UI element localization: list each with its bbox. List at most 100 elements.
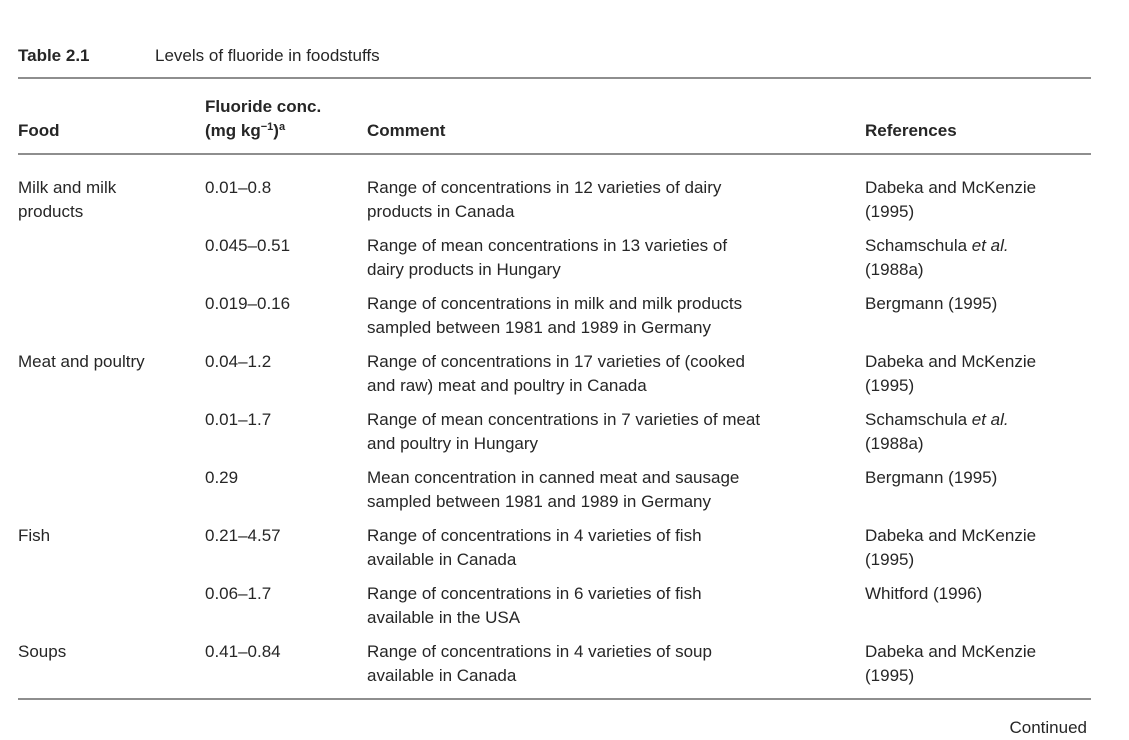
text: 0.29 [205,468,239,487]
text: (1995) [865,376,915,395]
food-cell: Milk and milk products [18,176,205,224]
reference-cell: Schamschula et al. (1988a) [865,234,1091,282]
text: Bergmann (1995) [865,294,998,313]
italic-text: et al. [971,410,1009,429]
table-row: 0.29 Mean concentration in canned meat an… [18,466,1091,514]
text: (1988a) [865,434,924,453]
text: (1995) [865,550,915,569]
text: Range of concentrations in 17 varieties … [367,352,746,371]
table-row: 0.06–1.7 Range of concentrations in 6 var… [18,582,1091,630]
text: 0.019–0.16 [205,294,291,313]
text: available in the USA [367,608,521,627]
header-rule [18,153,1091,155]
column-header-references: References [865,121,957,140]
text: Dabeka and McKenzie [865,526,1037,545]
table-number: Table 2.1 [18,46,90,65]
column-header-concentration: Fluoride conc. (mg kg−1)a [205,95,367,143]
comment-cell: Range of concentrations in 4 varieties o… [367,524,865,572]
comment-cell: Range of concentrations in 4 varieties o… [367,640,865,688]
reference-cell: Dabeka and McKenzie (1995) [865,524,1091,572]
table-row: Meat and poultry 0.04–1.2 Range of concent… [18,350,1091,398]
text: Range of concentrations in 4 varieties o… [367,526,702,545]
reference-cell: Bergmann (1995) [865,466,1091,490]
text: 0.41–0.84 [205,642,281,661]
reference-cell: Dabeka and McKenzie (1995) [865,176,1091,224]
concentration-cell: 0.29 [205,466,367,490]
food-cell: Meat and poultry [18,350,205,374]
text: Schamschula [865,410,972,429]
text: Range of mean concentrations in 7 variet… [367,410,761,429]
comment-cell: Range of mean concentrations in 13 varie… [367,234,865,282]
text: Bergmann (1995) [865,468,998,487]
column-header-comment: Comment [367,121,446,140]
text: available in Canada [367,666,517,685]
text: Dabeka and McKenzie [865,178,1037,197]
reference-cell: Schamschula et al. (1988a) [865,408,1091,456]
comment-cell: Range of concentrations in 12 varieties … [367,176,865,224]
text: and poultry in Hungary [367,434,539,453]
text: Range of concentrations in 6 varieties o… [367,584,702,603]
text: Range of mean concentrations in 13 varie… [367,236,728,255]
text: Fish [18,526,51,545]
text: Soups [18,642,67,661]
reference-cell: Whitford (1996) [865,582,1091,606]
text: dairy products in Hungary [367,260,561,279]
text: (1995) [865,202,915,221]
text: 0.06–1.7 [205,584,272,603]
reference-cell: Dabeka and McKenzie (1995) [865,350,1091,398]
table-row: 0.045–0.51 Range of mean concentrations i… [18,234,1091,282]
text: Dabeka and McKenzie [865,642,1037,661]
text: 0.045–0.51 [205,236,291,255]
column-header-food: Food [18,121,60,140]
text: Range of concentrations in milk and milk… [367,294,743,313]
concentration-cell: 0.019–0.16 [205,292,367,316]
table-row: 0.01–1.7 Range of mean concentrations in … [18,408,1091,456]
food-cell: Soups [18,640,205,664]
text: Whitford (1996) [865,584,983,603]
text: products [18,202,84,221]
comment-cell: Range of concentrations in milk and milk… [367,292,865,340]
text: Meat and poultry [18,352,145,371]
text: Mean concentration in canned meat and sa… [367,468,740,487]
table-body: Milk and milk products 0.01–0.8 Range of co… [18,155,1091,688]
text: 0.21–4.57 [205,526,281,545]
table-row: Soups 0.41–0.84 Range of concentrations in… [18,640,1091,688]
food-cell: Fish [18,524,205,548]
concentration-unit-open: (mg kg [205,121,261,140]
concentration-cell: 0.06–1.7 [205,582,367,606]
footnote-marker-a: a [278,121,286,133]
table-caption: Table 2.1 Levels of fluoride in foodstuf… [18,44,1091,68]
text: 0.01–1.7 [205,410,272,429]
text: 0.04–1.2 [205,352,272,371]
reference-cell: Bergmann (1995) [865,292,1091,316]
concentration-unit-close: ) [273,121,279,140]
superscript-minus-one: −1 [260,121,274,133]
concentration-cell: 0.21–4.57 [205,524,367,548]
comment-cell: Range of mean concentrations in 7 variet… [367,408,865,456]
text: sampled between 1981 and 1989 in Germany [367,318,712,337]
text: Range of concentrations in 12 varieties … [367,178,722,197]
table-block: Table 2.1 Levels of fluoride in foodstuf… [18,0,1091,740]
concentration-cell: 0.04–1.2 [205,350,367,374]
concentration-cell: 0.045–0.51 [205,234,367,258]
text: 0.01–0.8 [205,178,272,197]
text: (1995) [865,666,915,685]
concentration-cell: 0.41–0.84 [205,640,367,664]
text: and raw) meat and poultry in Canada [367,376,647,395]
top-rule [18,77,1091,79]
italic-text: et al. [971,236,1009,255]
concentration-cell: 0.01–1.7 [205,408,367,432]
comment-cell: Mean concentration in canned meat and sa… [367,466,865,514]
bottom-rule [18,698,1091,700]
table-row: Fish 0.21–4.57 Range of concentrations in … [18,524,1091,572]
concentration-cell: 0.01–0.8 [205,176,367,200]
concentration-header-line1: Fluoride conc. [205,97,322,116]
text: Dabeka and McKenzie [865,352,1037,371]
text: (1988a) [865,260,924,279]
text: Milk and milk [18,178,117,197]
table-header-row: Food Fluoride conc. (mg kg−1)a Comment R… [18,79,1091,153]
text: available in Canada [367,550,517,569]
table-title: Levels of fluoride in foodstuffs [155,46,380,65]
text: products in Canada [367,202,515,221]
